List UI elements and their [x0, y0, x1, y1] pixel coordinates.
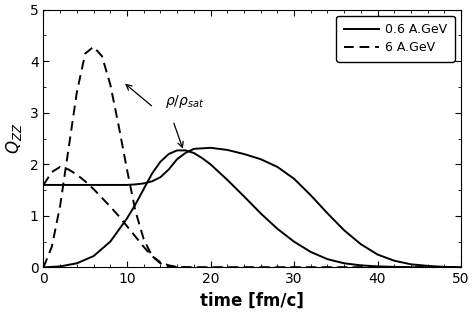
Text: $\rho/\rho_{sat}$: $\rho/\rho_{sat}$ [164, 93, 204, 110]
Y-axis label: $Q_{ZZ}$: $Q_{ZZ}$ [4, 123, 24, 154]
Legend: 0.6 A.GeV, 6 A.GeV: 0.6 A.GeV, 6 A.GeV [337, 16, 455, 62]
X-axis label: time [fm/c]: time [fm/c] [201, 292, 304, 310]
